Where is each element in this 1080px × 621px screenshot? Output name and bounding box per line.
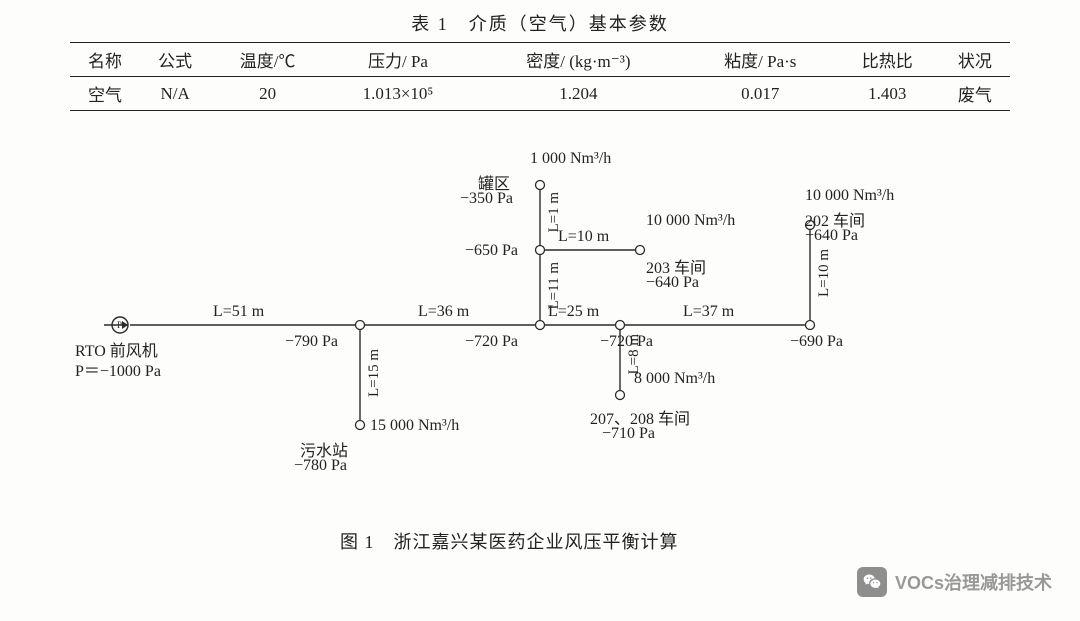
node-207-pressure: −710 Pa: [602, 425, 655, 443]
node-pressure: −790 Pa: [285, 333, 338, 351]
node-207-flow: 8 000 Nm³/h: [634, 370, 715, 388]
edge-length: L=10 m: [558, 228, 609, 246]
col-heat: 比热比: [835, 43, 940, 77]
cell-name: 空气: [70, 77, 140, 111]
node-pressure: −650 Pa: [465, 242, 518, 260]
node-rto-pressure: P＝−1000 Pa: [75, 357, 161, 381]
node-pressure: −720 Pa: [465, 333, 518, 351]
cell-heat: 1.403: [835, 77, 940, 111]
edge-length: L=10 m: [816, 249, 833, 297]
node-pressure: −690 Pa: [790, 333, 843, 351]
col-pressure: 压力/ Pa: [325, 43, 471, 77]
node-202-flow: 10 000 Nm³/h: [805, 187, 894, 205]
svg-text:P: P: [117, 320, 122, 330]
parameter-table: 名称 公式 温度/℃ 压力/ Pa 密度/ (kg·m⁻³) 粘度/ Pa·s …: [70, 42, 1010, 111]
col-density: 密度/ (kg·m⁻³): [471, 43, 686, 77]
figure-caption: 图 1 浙江嘉兴某医药企业风压平衡计算: [340, 528, 679, 554]
node-202-pressure: −640 Pa: [805, 227, 858, 245]
node-pressure: −720 Pa: [600, 333, 653, 351]
node-sewage-flow: 15 000 Nm³/h: [370, 417, 459, 435]
cell-pressure: 1.013×10⁵: [325, 77, 471, 111]
edge-length: L=11 m: [546, 262, 563, 309]
node-203-flow: 10 000 Nm³/h: [646, 212, 735, 230]
edge-length: L=15 m: [366, 349, 383, 397]
diagram-svg: P: [0, 130, 1080, 570]
node-tank-pressure: −350 Pa: [460, 190, 513, 208]
col-visc: 粘度/ Pa·s: [686, 43, 835, 77]
cell-status: 废气: [940, 77, 1010, 111]
table-row: 空气 N/A 20 1.013×10⁵ 1.204 0.017 1.403 废气: [70, 77, 1010, 111]
table-header-row: 名称 公式 温度/℃ 压力/ Pa 密度/ (kg·m⁻³) 粘度/ Pa·s …: [70, 43, 1010, 77]
col-temp: 温度/℃: [210, 43, 325, 77]
node-203-pressure: −640 Pa: [646, 274, 699, 292]
cell-visc: 0.017: [686, 77, 835, 111]
wechat-icon: [857, 567, 887, 597]
edge-length: L=1 m: [546, 192, 563, 233]
edge-length: L=36 m: [418, 303, 469, 321]
cell-temp: 20: [210, 77, 325, 111]
parameter-table-container: 表 1 介质（空气）基本参数 名称 公式 温度/℃ 压力/ Pa 密度/ (kg…: [70, 10, 1010, 111]
edge-length: L=51 m: [213, 303, 264, 321]
col-name: 名称: [70, 43, 140, 77]
cell-density: 1.204: [471, 77, 686, 111]
col-formula: 公式: [140, 43, 210, 77]
table-title: 表 1 介质（空气）基本参数: [70, 10, 1010, 36]
cell-formula: N/A: [140, 77, 210, 111]
pipe-network-diagram: P 图 1 浙江嘉兴某医药企业风压平衡计算 L=51 m L=36 m L=15 m…: [0, 130, 1080, 570]
watermark: VOCs治理减排技术: [857, 567, 1052, 597]
node-tank-flow: 1 000 Nm³/h: [530, 150, 611, 168]
col-status: 状况: [940, 43, 1010, 77]
node-sewage-pressure: −780 Pa: [294, 457, 347, 475]
edge-length: L=25 m: [548, 303, 599, 321]
edge-length: L=37 m: [683, 303, 734, 321]
watermark-text: VOCs治理减排技术: [895, 569, 1052, 595]
